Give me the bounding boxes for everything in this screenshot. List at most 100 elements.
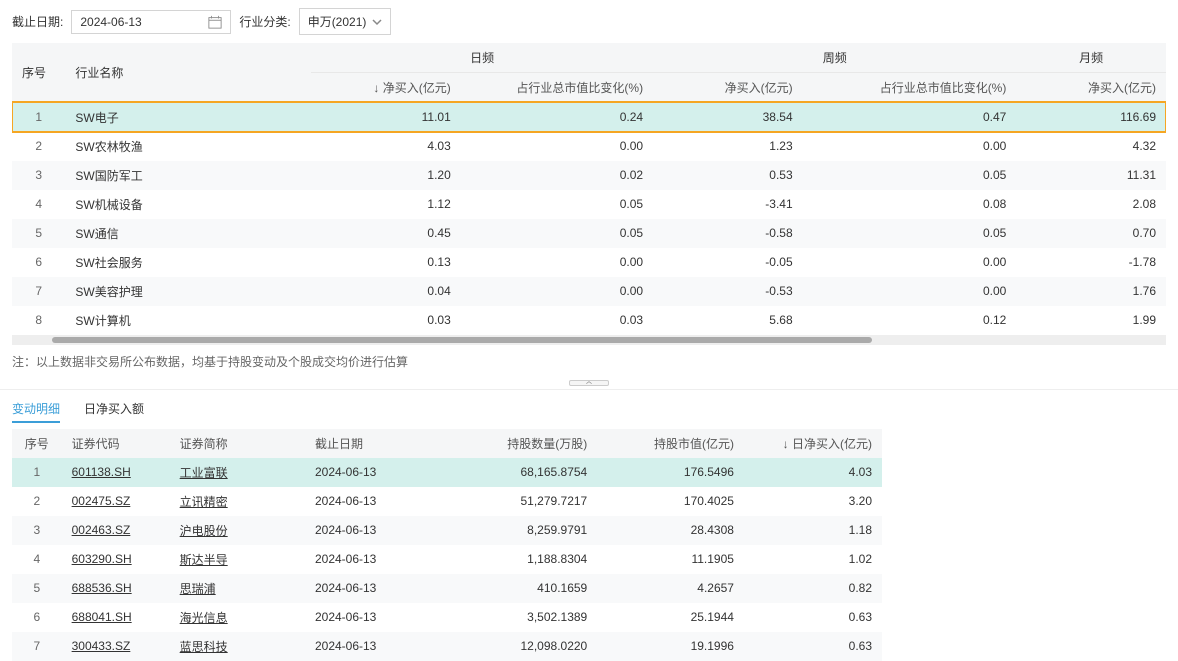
cell-code[interactable]: 603290.SH	[62, 545, 170, 574]
cell-net: 3.20	[744, 487, 882, 516]
date-value: 2024-06-13	[80, 15, 141, 29]
col-weekly-net[interactable]: 净买入(亿元)	[653, 73, 803, 103]
cell-mv: 170.4025	[597, 487, 744, 516]
dcol-net[interactable]: ↓ 日净买入(亿元)	[744, 429, 882, 458]
industry-table: 序号 行业名称 日频 周频 月频 ↓ 净买入(亿元) 占行业总市值比变化(%) …	[12, 43, 1166, 335]
group-daily: 日频	[311, 43, 653, 73]
cell-qty: 8,259.9791	[441, 516, 597, 545]
cell-date: 2024-06-13	[305, 632, 441, 661]
cell-seq: 7	[12, 277, 65, 306]
cell-name[interactable]: 海光信息	[170, 603, 305, 632]
cell-seq: 3	[12, 516, 62, 545]
table-row[interactable]: 4SW机械设备1.120.05-3.410.082.08	[12, 190, 1166, 219]
cell-name[interactable]: 蓝思科技	[170, 632, 305, 661]
cell-code[interactable]: 002475.SZ	[62, 487, 170, 516]
dcol-seq[interactable]: 序号	[12, 429, 62, 458]
cell-daily-pct: 0.00	[461, 277, 653, 306]
tab-daily-net-buy[interactable]: 日净买入额	[84, 400, 144, 423]
col-weekly-pct[interactable]: 占行业总市值比变化(%)	[803, 73, 1017, 103]
cell-qty: 68,165.8754	[441, 458, 597, 487]
cell-seq: 2	[12, 132, 65, 161]
dcol-date[interactable]: 截止日期	[305, 429, 441, 458]
tab-movement-detail[interactable]: 变动明细	[12, 400, 60, 423]
cell-monthly-net: 116.69	[1016, 102, 1166, 132]
table-row[interactable]: 8SW计算机0.030.035.680.121.99	[12, 306, 1166, 335]
cell-name[interactable]: 斯达半导	[170, 545, 305, 574]
col-monthly-net[interactable]: 净买入(亿元)	[1016, 73, 1166, 103]
cell-code[interactable]: 002463.SZ	[62, 516, 170, 545]
filter-bar: 截止日期: 2024-06-13 行业分类: 申万(2021)	[0, 0, 1178, 43]
cell-seq: 2	[12, 487, 62, 516]
table-row[interactable]: 6688041.SH海光信息2024-06-133,502.138925.194…	[12, 603, 882, 632]
table-row[interactable]: 5688536.SH思瑞浦2024-06-13410.16594.26570.8…	[12, 574, 882, 603]
dcol-mv[interactable]: 持股市值(亿元)	[597, 429, 744, 458]
cell-weekly-net: -0.53	[653, 277, 803, 306]
scrollbar-thumb[interactable]	[52, 337, 872, 343]
panel-collapse-handle[interactable]	[0, 378, 1178, 390]
cell-code[interactable]: 300433.SZ	[62, 632, 170, 661]
table-row[interactable]: 7300433.SZ蓝思科技2024-06-1312,098.022019.19…	[12, 632, 882, 661]
industry-value: 申万(2021)	[308, 13, 367, 30]
cell-weekly-pct: 0.47	[803, 102, 1017, 132]
cell-mv: 19.1996	[597, 632, 744, 661]
cell-net: 1.18	[744, 516, 882, 545]
table-row[interactable]: 6SW社会服务0.130.00-0.050.00-1.78	[12, 248, 1166, 277]
col-daily-net[interactable]: ↓ 净买入(亿元)	[311, 73, 461, 103]
cell-monthly-net: -1.78	[1016, 248, 1166, 277]
table-row[interactable]: 3002463.SZ沪电股份2024-06-138,259.979128.430…	[12, 516, 882, 545]
cell-net: 0.63	[744, 632, 882, 661]
cell-daily-pct: 0.00	[461, 248, 653, 277]
cell-weekly-pct: 0.12	[803, 306, 1017, 335]
cell-weekly-net: -3.41	[653, 190, 803, 219]
horizontal-scrollbar[interactable]	[12, 335, 1166, 345]
cell-weekly-net: 1.23	[653, 132, 803, 161]
cell-net: 0.82	[744, 574, 882, 603]
cell-code[interactable]: 688041.SH	[62, 603, 170, 632]
cell-weekly-pct: 0.00	[803, 132, 1017, 161]
table-row[interactable]: 7SW美容护理0.040.00-0.530.001.76	[12, 277, 1166, 306]
cell-name: SW社会服务	[65, 248, 311, 277]
cell-monthly-net: 1.76	[1016, 277, 1166, 306]
cell-code[interactable]: 601138.SH	[62, 458, 170, 487]
cell-net: 0.63	[744, 603, 882, 632]
cell-seq: 4	[12, 545, 62, 574]
table-row[interactable]: 3SW国防军工1.200.020.530.0511.31	[12, 161, 1166, 190]
cell-daily-pct: 0.05	[461, 219, 653, 248]
cell-weekly-net: 38.54	[653, 102, 803, 132]
cell-name[interactable]: 立讯精密	[170, 487, 305, 516]
calendar-icon	[208, 15, 222, 29]
cell-name[interactable]: 工业富联	[170, 458, 305, 487]
cell-name[interactable]: 思瑞浦	[170, 574, 305, 603]
table-row[interactable]: 1SW电子11.010.2438.540.47116.69	[12, 102, 1166, 132]
table-row[interactable]: 2002475.SZ立讯精密2024-06-1351,279.7217170.4…	[12, 487, 882, 516]
col-daily-pct[interactable]: 占行业总市值比变化(%)	[461, 73, 653, 103]
table-row[interactable]: 1601138.SH工业富联2024-06-1368,165.8754176.5…	[12, 458, 882, 487]
cell-weekly-pct: 0.00	[803, 248, 1017, 277]
table-row[interactable]: 4603290.SH斯达半导2024-06-131,188.830411.190…	[12, 545, 882, 574]
cell-seq: 8	[12, 306, 65, 335]
cell-monthly-net: 1.99	[1016, 306, 1166, 335]
col-seq[interactable]: 序号	[12, 43, 65, 102]
cell-seq: 6	[12, 603, 62, 632]
detail-tabs: 变动明细 日净买入额	[0, 390, 1178, 429]
cell-weekly-net: 0.53	[653, 161, 803, 190]
cell-code[interactable]: 688536.SH	[62, 574, 170, 603]
dcol-code[interactable]: 证券代码	[62, 429, 170, 458]
cell-daily-net: 11.01	[311, 102, 461, 132]
cell-name[interactable]: 沪电股份	[170, 516, 305, 545]
cell-date: 2024-06-13	[305, 487, 441, 516]
cell-daily-pct: 0.00	[461, 132, 653, 161]
cell-weekly-net: 5.68	[653, 306, 803, 335]
table-row[interactable]: 2SW农林牧渔4.030.001.230.004.32	[12, 132, 1166, 161]
cell-seq: 3	[12, 161, 65, 190]
dcol-name[interactable]: 证券简称	[170, 429, 305, 458]
col-name[interactable]: 行业名称	[65, 43, 311, 102]
cell-weekly-net: -0.58	[653, 219, 803, 248]
table-row[interactable]: 5SW通信0.450.05-0.580.050.70	[12, 219, 1166, 248]
cell-daily-net: 0.03	[311, 306, 461, 335]
dcol-qty[interactable]: 持股数量(万股)	[441, 429, 597, 458]
date-input[interactable]: 2024-06-13	[71, 10, 231, 34]
cell-qty: 3,502.1389	[441, 603, 597, 632]
industry-select[interactable]: 申万(2021)	[299, 8, 392, 35]
cell-name: SW机械设备	[65, 190, 311, 219]
